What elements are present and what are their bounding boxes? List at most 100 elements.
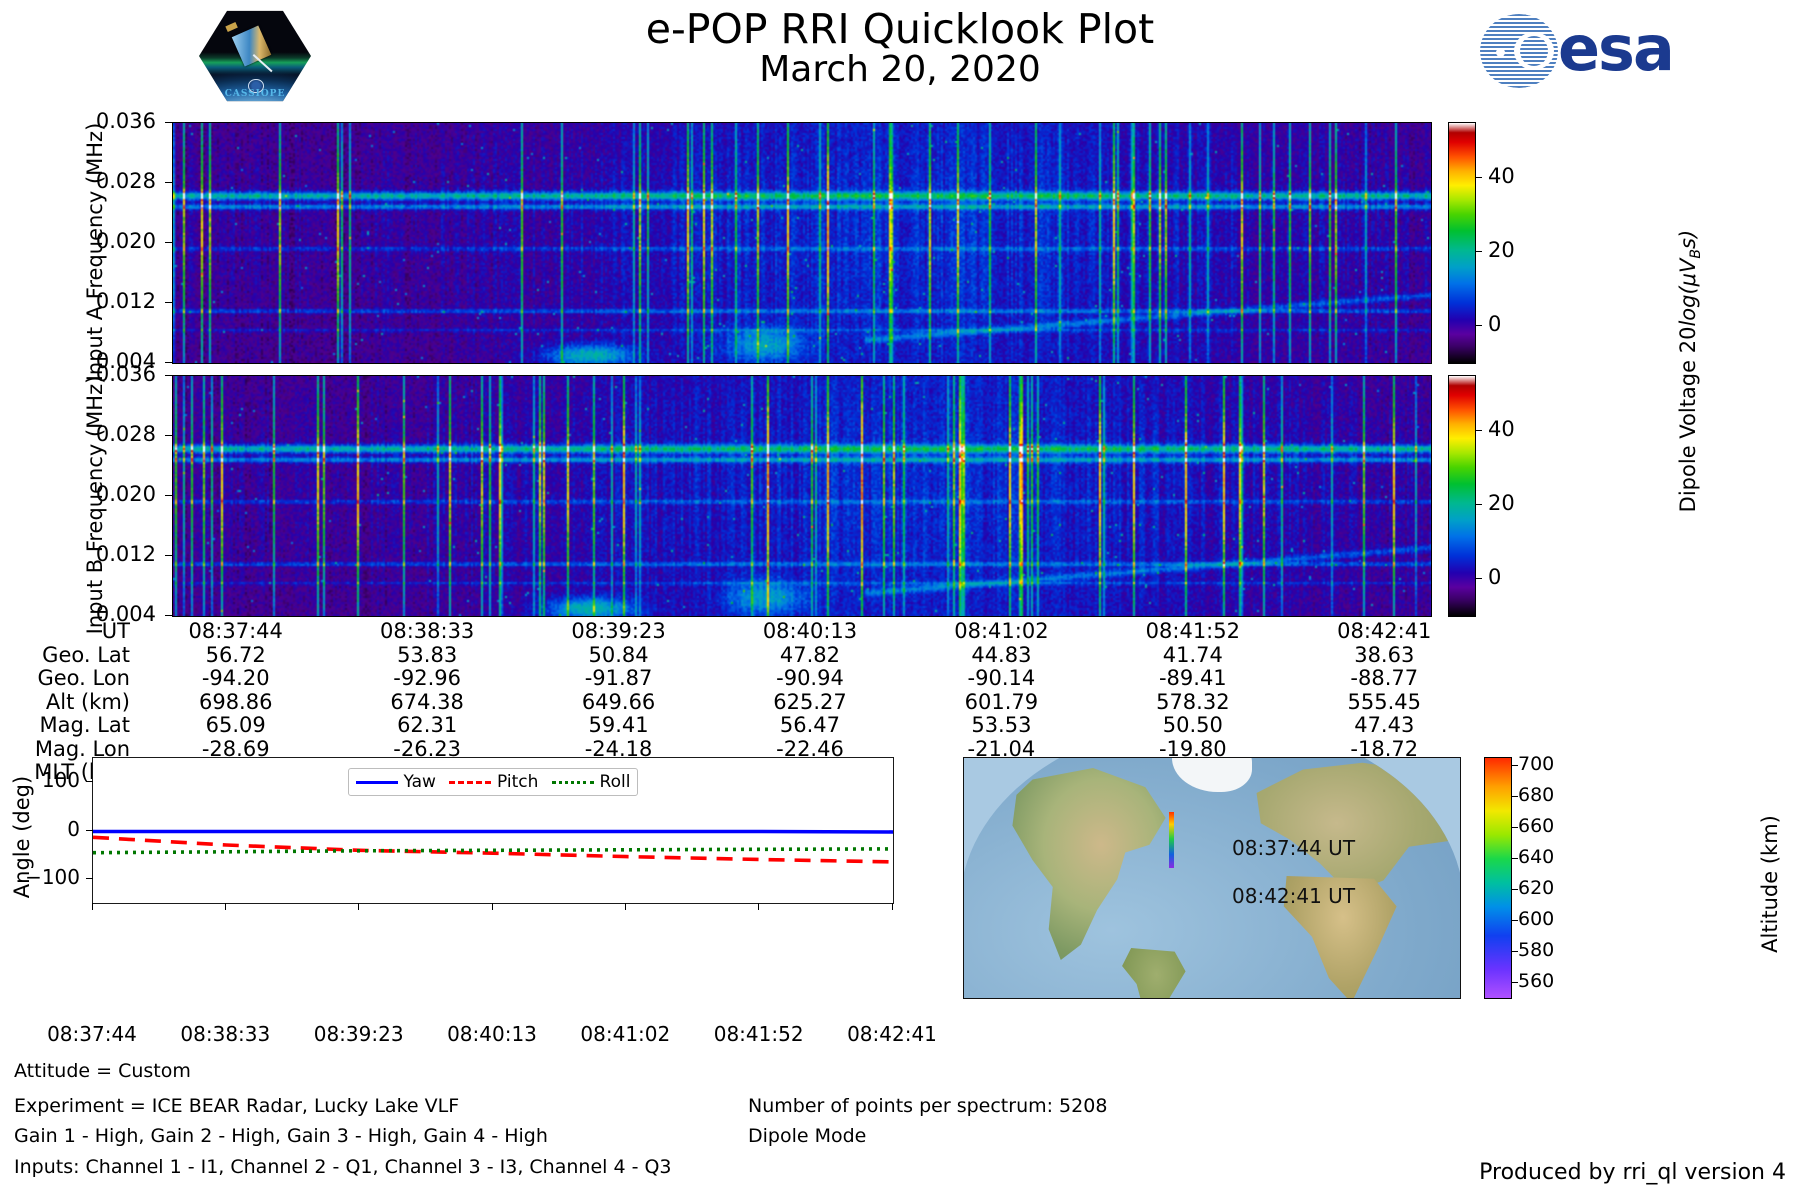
attitude-xtick: 08:39:23 xyxy=(313,1022,404,1046)
cassiope-badge-icon xyxy=(248,78,264,93)
colorbar-label-tail: s) xyxy=(1675,229,1700,249)
legend-item-yaw[interactable]: Yaw xyxy=(355,772,436,792)
ephemeris-cell: 47.43 xyxy=(1354,713,1415,737)
ephemeris-cell: 50.84 xyxy=(588,642,649,667)
ytick-mark xyxy=(165,362,172,363)
ephemeris-cell: 08:41:02 xyxy=(954,619,1049,643)
ytick-mark xyxy=(165,495,172,496)
altitude-colorbar-label: Altitude (km) xyxy=(1758,815,1782,953)
ephemeris-row-label: Mag. Lon xyxy=(34,736,130,761)
altitude-tick-7: 560 xyxy=(1518,969,1555,992)
footer-attitude: Attitude = Custom xyxy=(14,1060,191,1082)
ephemeris-cell: -90.14 xyxy=(967,666,1036,690)
legend-item-roll[interactable]: Roll xyxy=(551,772,631,792)
footer-mode: Dipole Mode xyxy=(748,1125,867,1147)
colorbar-tick-mark xyxy=(1475,251,1482,253)
ephemeris-row-label: Geo. Lat xyxy=(42,642,130,667)
input-b-ytick-4: 0.004 xyxy=(95,602,156,626)
ephemeris-cell: 698.86 xyxy=(198,689,273,714)
colorbar-tick-mark xyxy=(1475,578,1482,580)
input-a-ytick-4: 0.004 xyxy=(95,349,156,373)
table-row: Mag. Lon -28.69 -26.23 -24.18 -22.46 -21.04 -1… xyxy=(0,736,1480,762)
footer-inputs: Inputs: Channel 1 - I1, Channel 2 - Q1, … xyxy=(14,1156,672,1178)
ephemeris-cell: 53.53 xyxy=(971,713,1032,737)
altitude-tick-mark xyxy=(1511,795,1518,797)
ephemeris-cell: -90.94 xyxy=(776,666,844,690)
ephemeris-row-label: Geo. Lon xyxy=(37,666,130,690)
ephemeris-cell: 674.38 xyxy=(390,689,464,714)
attitude-ytick: −100 xyxy=(25,864,80,889)
attitude-series-pitch xyxy=(92,835,894,864)
globe-image xyxy=(964,758,1460,998)
legend-label-roll: Roll xyxy=(599,772,631,792)
altitude-tick-6: 580 xyxy=(1518,938,1555,961)
orbit-map[interactable]: 08:37:44 UT 08:42:41 UT xyxy=(963,757,1461,999)
attitude-xtick-mark xyxy=(91,903,93,910)
attitude-xtick: 08:38:33 xyxy=(180,1022,271,1046)
input-a-ytick-2: 0.020 xyxy=(95,229,156,253)
colorbar-tick-mark xyxy=(1475,504,1482,506)
altitude-tick-4: 620 xyxy=(1518,876,1555,899)
ephemeris-cell: 08:39:23 xyxy=(571,619,666,643)
table-row: Mag. Lat 65.09 62.31 59.41 56.47 53.53 50.50 47… xyxy=(0,713,1480,738)
attitude-ytick-mark xyxy=(86,877,93,879)
esa-emblem-inner-e-icon xyxy=(1520,36,1548,66)
cassiope-hex-frame: CASSIOPE xyxy=(196,8,314,104)
ytick-mark xyxy=(165,435,172,436)
ephemeris-cell: 53.83 xyxy=(397,642,458,667)
table-row: UT 08:37:44 08:38:33 08:39:23 08:40:13 08:41:… xyxy=(0,619,1480,644)
input-a-ytick-3: 0.012 xyxy=(95,289,156,313)
colorbar-tick-0: 40 xyxy=(1488,164,1515,189)
colorbar-tick-mark xyxy=(1475,430,1482,432)
attitude-xtick: 08:40:13 xyxy=(447,1022,537,1046)
input-b-ytick-1: 0.028 xyxy=(95,422,156,446)
map-end-label: 08:42:41 UT xyxy=(1232,884,1356,908)
ytick-mark xyxy=(165,182,172,183)
satellite-antenna-icon xyxy=(225,21,238,32)
spectrogram-input-b[interactable] xyxy=(172,375,1432,617)
attitude-xtick: 08:41:02 xyxy=(580,1022,671,1046)
ytick-mark xyxy=(165,615,172,616)
input-b-ytick-2: 0.020 xyxy=(95,482,156,506)
footer-experiment: Experiment = ICE BEAR Radar, Lucky Lake … xyxy=(14,1095,460,1117)
altitude-tick-1: 680 xyxy=(1518,783,1555,806)
footer-gains: Gain 1 - High, Gain 2 - High, Gain 3 - H… xyxy=(14,1125,548,1147)
satellite-icon xyxy=(231,25,272,67)
legend-item-pitch[interactable]: Pitch xyxy=(449,772,538,792)
ephemeris-cell: 08:38:33 xyxy=(379,619,475,643)
attitude-xtick: 08:42:41 xyxy=(847,1022,937,1046)
altitude-tick-mark xyxy=(1511,826,1518,828)
ephemeris-cell: 08:41:52 xyxy=(1145,619,1240,643)
ephemeris-cell: 56.72 xyxy=(205,642,266,667)
spectrogram-input-a[interactable] xyxy=(172,122,1432,364)
colorbar-tick-2: 0 xyxy=(1488,565,1502,590)
cassiope-logo-icon: CASSIOPE xyxy=(196,6,314,106)
colorbar-tick-mark xyxy=(1475,177,1482,179)
ephemeris-cell: 41.74 xyxy=(1162,642,1223,667)
attitude-xtick-mark xyxy=(491,903,493,910)
attitude-xtick: 08:41:52 xyxy=(713,1022,804,1046)
ephemeris-row-label: Mag. Lat xyxy=(39,713,130,737)
ephemeris-cell: 38.63 xyxy=(1354,642,1415,667)
altitude-tick-mark xyxy=(1511,919,1518,921)
attitude-xtick-mark xyxy=(224,903,226,910)
page-title: e-POP RRI Quicklook Plot xyxy=(645,5,1155,53)
attitude-series-roll xyxy=(92,847,894,855)
colorbar-tick-0: 40 xyxy=(1488,417,1515,442)
attitude-legend[interactable]: Yaw Pitch Roll xyxy=(348,768,638,796)
legend-label-pitch: Pitch xyxy=(497,772,539,792)
table-row: Geo. Lon -94.20 -92.96 -91.87 -90.94 -90.14 -8… xyxy=(0,666,1480,691)
ephemeris-cell: 50.50 xyxy=(1162,713,1223,737)
ephemeris-cell: -91.87 xyxy=(584,666,653,690)
page-subtitle: March 20, 2020 xyxy=(759,49,1041,90)
colorbar-tick-1: 20 xyxy=(1488,491,1515,516)
colorbar-label-italic: log(μV xyxy=(1675,258,1700,327)
esa-wordmark: esa xyxy=(1558,12,1675,85)
attitude-series-yaw xyxy=(93,829,894,834)
legend-line-pitch-icon xyxy=(449,780,492,784)
ephemeris-cell: 56.47 xyxy=(779,713,841,737)
map-start-label: 08:37:44 UT xyxy=(1232,836,1356,860)
legend-label-yaw: Yaw xyxy=(403,772,436,792)
table-row: Geo. Lat 56.72 53.83 50.84 47.82 44.83 41.74 38… xyxy=(0,642,1480,668)
colorbar-tick-2: 0 xyxy=(1488,312,1502,337)
